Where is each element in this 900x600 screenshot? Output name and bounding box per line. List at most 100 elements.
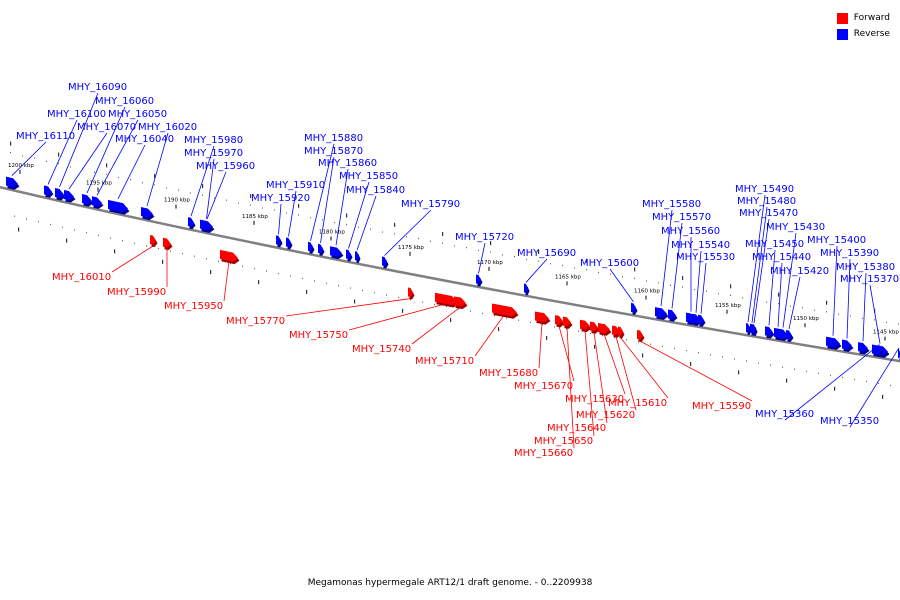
gene-label-MHY_15920[interactable]: MHY_15920 (251, 193, 310, 204)
gene-MHY_15870-arrow[interactable] (318, 243, 325, 256)
gene-label-MHY_15420[interactable]: MHY_15420 (770, 266, 829, 277)
gene-MHY_15380-arrow[interactable] (858, 342, 870, 355)
gene-MHY_15990-arrow[interactable] (163, 237, 173, 251)
gene-MHY_16110-arrow[interactable] (6, 176, 20, 190)
gene-label-MHY_15580[interactable]: MHY_15580 (642, 199, 701, 210)
gene-label-MHY_15840[interactable]: MHY_15840 (346, 185, 405, 196)
gene-label-MHY_15720[interactable]: MHY_15720 (455, 232, 514, 243)
gene-label-MHY_15740[interactable]: MHY_15740 (352, 344, 411, 355)
gene-MHY_15920-arrow[interactable] (276, 235, 283, 248)
gene-MHY_16010-arrow[interactable] (150, 235, 158, 248)
gene-label-MHY_15350[interactable]: MHY_15350 (820, 416, 879, 427)
gene-label-MHY_15560[interactable]: MHY_15560 (661, 226, 720, 237)
gene-label-MHY_15880[interactable]: MHY_15880 (304, 133, 363, 144)
gene-MHY_15420-arrow[interactable] (786, 329, 794, 342)
gene-label-MHY_15650[interactable]: MHY_15650 (534, 436, 593, 447)
gene-MHY_15850-arrow[interactable] (346, 249, 353, 262)
gene-MHY_16050-arrow[interactable] (92, 196, 104, 209)
gene-MHY_15570-arrow[interactable] (668, 309, 678, 322)
gene-label-MHY_16020[interactable]: MHY_16020 (138, 122, 197, 133)
gene-label-MHY_15960[interactable]: MHY_15960 (196, 161, 255, 172)
gene-MHY_16060-arrow[interactable] (82, 194, 94, 207)
gene-label-MHY_15380[interactable]: MHY_15380 (836, 262, 895, 273)
gene-label-MHY_15850[interactable]: MHY_15850 (339, 171, 398, 182)
gene-label-MHY_15690[interactable]: MHY_15690 (517, 248, 576, 259)
gene-label-MHY_15950[interactable]: MHY_15950 (164, 301, 223, 312)
gene-label-MHY_15750[interactable]: MHY_15750 (289, 330, 348, 341)
gene-label-MHY_15600[interactable]: MHY_15600 (580, 258, 639, 269)
gene-label-MHY_15440[interactable]: MHY_15440 (752, 252, 811, 263)
gene-label-MHY_15450[interactable]: MHY_15450 (745, 239, 804, 250)
gene-MHY_15360-arrow[interactable] (878, 345, 883, 358)
gene-MHY_16070-arrow[interactable] (64, 189, 76, 203)
gene-MHY_15590-arrow[interactable] (637, 329, 645, 343)
gene-label-MHY_16040[interactable]: MHY_16040 (115, 134, 174, 145)
gene-label-MHY_15370[interactable]: MHY_15370 (840, 274, 899, 285)
gene-MHY_15690-arrow[interactable] (524, 283, 530, 296)
gene-label-MHY_15870[interactable]: MHY_15870 (304, 146, 363, 157)
gene-MHY_15630-arrow[interactable] (598, 322, 612, 336)
gene-label-MHY_15770[interactable]: MHY_15770 (226, 316, 285, 327)
gene-label-MHY_16100[interactable]: MHY_16100 (47, 109, 106, 120)
gene-label-MHY_15490[interactable]: MHY_15490 (735, 184, 794, 195)
gene-label-MHY_15640[interactable]: MHY_15640 (547, 423, 606, 434)
gene-MHY_15670-arrow[interactable] (555, 315, 565, 328)
gene-label-MHY_15910[interactable]: MHY_15910 (266, 180, 325, 191)
gene-label-MHY_16050[interactable]: MHY_16050 (108, 109, 167, 120)
gene-MHY_15740-arrow[interactable] (454, 296, 468, 310)
gene-label-MHY_15630[interactable]: MHY_15630 (565, 394, 624, 405)
gene-MHY_15880-arrow[interactable] (308, 241, 315, 254)
gene-MHY_15960-arrow[interactable] (202, 220, 214, 233)
gene-label-MHY_16070[interactable]: MHY_16070 (77, 122, 136, 133)
gene-label-MHY_15670[interactable]: MHY_15670 (514, 381, 573, 392)
gene-MHY_16090-arrow[interactable] (55, 187, 66, 201)
gene-label-MHY_15470[interactable]: MHY_15470 (739, 208, 798, 219)
gene-MHY_15710-arrow[interactable] (492, 303, 519, 319)
gene-label-MHY_15790[interactable]: MHY_15790 (401, 199, 460, 210)
gene-MHY_15450-arrow[interactable] (765, 326, 775, 339)
gene-MHY_15470-arrow[interactable] (752, 324, 758, 336)
gene-label-MHY_15590[interactable]: MHY_15590 (692, 401, 751, 412)
gene-label-MHY_16060[interactable]: MHY_16060 (95, 96, 154, 107)
gene-MHY_15750-arrow[interactable] (435, 292, 459, 308)
gene-label-MHY_15990[interactable]: MHY_15990 (107, 287, 166, 298)
gene-MHY_15400-arrow[interactable] (826, 336, 842, 350)
gene-label-MHY_15360[interactable]: MHY_15360 (755, 409, 814, 420)
gene-MHY_15680-arrow[interactable] (535, 311, 551, 325)
gene-MHY_15660-arrow[interactable] (563, 316, 573, 329)
gene-label-MHY_15680[interactable]: MHY_15680 (479, 368, 538, 379)
gene-MHY_15390-arrow[interactable] (842, 339, 854, 352)
gene-MHY_15530-arrow[interactable] (698, 314, 706, 327)
gene-label-MHY_15540[interactable]: MHY_15540 (671, 240, 730, 251)
gene-label-MHY_15980[interactable]: MHY_15980 (184, 135, 243, 146)
gene-MHY_16040-arrow[interactable] (108, 199, 130, 215)
gene-label-MHY_15970[interactable]: MHY_15970 (184, 148, 243, 159)
gene-MHY_15790-arrow[interactable] (382, 256, 389, 269)
gene-MHY_15640-arrow[interactable] (590, 321, 600, 334)
gene-label-MHY_15430[interactable]: MHY_15430 (766, 222, 825, 233)
gene-label-MHY_15480[interactable]: MHY_15480 (737, 196, 796, 207)
gene-label-MHY_15390[interactable]: MHY_15390 (820, 248, 879, 259)
gene-label-MHY_15530[interactable]: MHY_15530 (676, 252, 735, 263)
gene-MHY_16100-arrow[interactable] (44, 185, 54, 198)
gene-MHY_15910-arrow[interactable] (286, 237, 293, 250)
gene-MHY_16020-arrow[interactable] (141, 207, 155, 221)
gene-label-MHY_16010[interactable]: MHY_16010 (52, 272, 111, 283)
gene-label-MHY_16110[interactable]: MHY_16110 (16, 131, 75, 142)
gene-label-MHY_15860[interactable]: MHY_15860 (318, 158, 377, 169)
gene-MHY_15950-arrow[interactable] (220, 249, 240, 265)
gene-MHY_15650-arrow[interactable] (580, 319, 592, 333)
gene-label-MHY_15400[interactable]: MHY_15400 (807, 235, 866, 246)
gene-MHY_15980-arrow[interactable] (188, 217, 196, 230)
gene-label-MHY_15570[interactable]: MHY_15570 (652, 212, 711, 223)
gene-MHY_15580-arrow[interactable] (655, 307, 669, 320)
gene-label-MHY_15660[interactable]: MHY_15660 (514, 448, 573, 459)
gene-label-MHY_16090[interactable]: MHY_16090 (68, 82, 127, 93)
gene-MHY_15610-arrow[interactable] (618, 326, 625, 339)
gene-MHY_15840-arrow[interactable] (355, 251, 361, 264)
gene-MHY_15860-arrow[interactable] (330, 246, 344, 260)
gene-label-MHY_15620[interactable]: MHY_15620 (576, 410, 635, 421)
gene-MHY_15720-arrow[interactable] (476, 274, 483, 287)
gene-MHY_15770-arrow[interactable] (408, 287, 415, 300)
gene-label-MHY_15710[interactable]: MHY_15710 (415, 356, 474, 367)
